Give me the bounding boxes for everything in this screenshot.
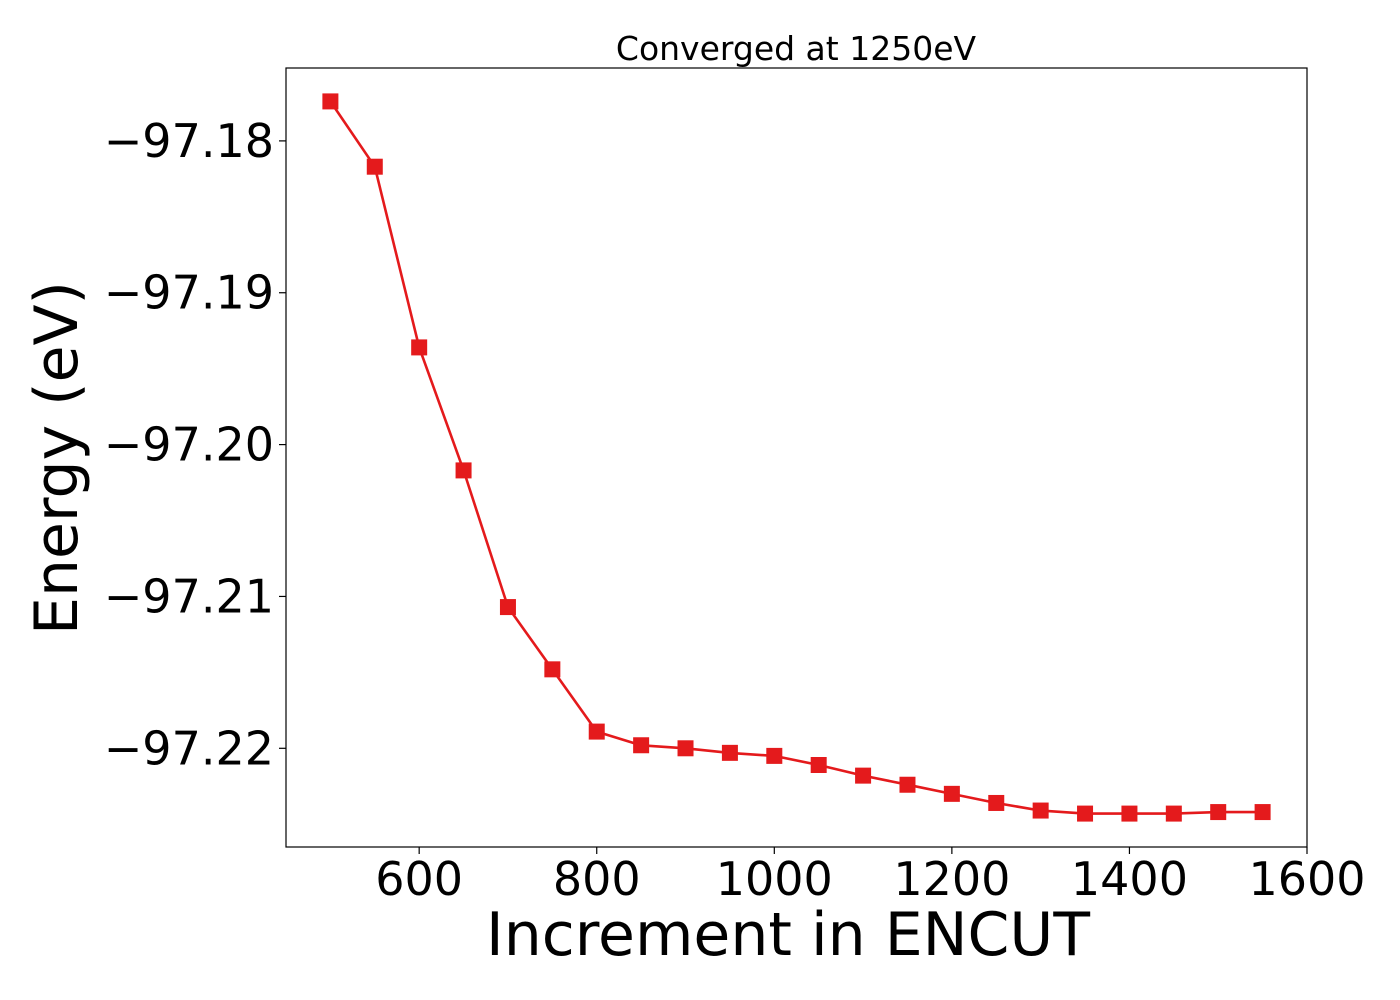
- x-tick-label: 1200: [893, 852, 1010, 906]
- data-point-marker: [766, 747, 783, 764]
- x-axis-ticks: 600 800 1000 1200 1400 1600: [375, 847, 1366, 906]
- series-line: [329, 100, 1263, 815]
- data-point-marker: [499, 599, 516, 616]
- data-point-marker: [677, 740, 694, 757]
- x-axis-label: Increment in ENCUT: [486, 900, 1090, 970]
- data-point-marker: [455, 462, 472, 479]
- data-point-marker: [633, 737, 650, 754]
- x-tick-label: 1000: [716, 852, 833, 906]
- data-point-marker: [322, 93, 339, 110]
- data-point-marker: [544, 661, 561, 678]
- x-tick-label: 1600: [1248, 852, 1365, 906]
- chart-title: Converged at 1250eV: [616, 29, 977, 68]
- y-tick-label: −97.22: [104, 721, 274, 775]
- data-point-marker: [366, 158, 383, 175]
- y-tick-label: −97.19: [104, 266, 274, 320]
- data-point-marker: [988, 794, 1005, 811]
- data-point-marker: [1121, 805, 1138, 822]
- data-point-marker: [721, 744, 738, 761]
- y-axis-ticks: −97.18 −97.19 −97.20 −97.21 −97.22: [104, 114, 286, 775]
- data-point-marker: [1165, 805, 1182, 822]
- data-point-marker: [943, 785, 960, 802]
- plot-area-frame: [285, 67, 1308, 848]
- data-point-marker: [810, 757, 827, 773]
- energy-series: [322, 93, 1271, 822]
- data-point-marker: [1032, 802, 1049, 819]
- x-tick-label: 600: [375, 852, 463, 906]
- data-point-marker: [855, 767, 872, 784]
- data-point-marker: [1254, 804, 1271, 821]
- data-point-marker: [899, 776, 916, 793]
- y-axis-label: Energy (eV): [22, 281, 92, 635]
- data-point-marker: [1077, 805, 1094, 822]
- y-tick-label: −97.18: [104, 114, 274, 168]
- y-tick-label: −97.20: [104, 418, 274, 472]
- x-tick-label: 800: [553, 852, 641, 906]
- data-point-marker: [1210, 804, 1227, 821]
- data-point-marker: [411, 339, 428, 356]
- y-tick-label: −97.21: [104, 569, 274, 623]
- x-tick-label: 1400: [1071, 852, 1188, 906]
- data-point-marker: [588, 723, 605, 740]
